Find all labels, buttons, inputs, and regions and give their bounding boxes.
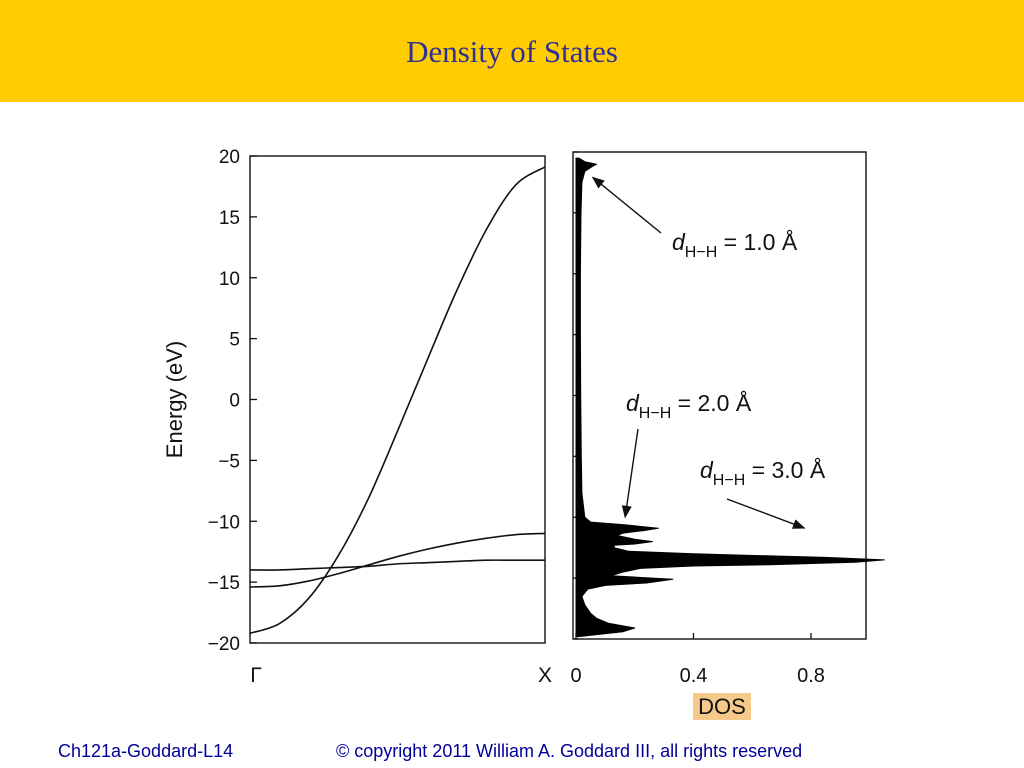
y-tick-label: −15 — [208, 573, 240, 594]
annotation-d: d — [672, 229, 686, 255]
annotation-arrow — [726, 498, 806, 529]
band-line-2 — [249, 532, 546, 588]
annotation-d: d — [626, 390, 640, 416]
annotation-d: d — [700, 457, 714, 483]
band-structure-panel: 20 15 10 5 0 −5 −10 −15 −20 Energy (eV) Γ X — [162, 147, 552, 687]
band-line-3 — [249, 559, 545, 571]
band-line-1 — [249, 166, 546, 635]
dos-x-tick-label: 0.8 — [797, 665, 825, 687]
title-banner — [0, 0, 1024, 102]
y-tick-label: −10 — [208, 512, 240, 533]
dos-x-tick-label: 0.4 — [680, 665, 708, 687]
annotation-value: = 2.0 Å — [671, 389, 752, 416]
y-tick-label: −20 — [208, 634, 240, 655]
annotation-value: = 1.0 Å — [717, 228, 798, 255]
y-tick-label: 15 — [219, 208, 240, 229]
y-tick-label: 0 — [229, 391, 240, 412]
annotation-subscript: H−H — [685, 244, 717, 261]
annotation-value: = 3.0 Å — [745, 456, 826, 483]
annotation-label: dH−H = 2.0 Å — [626, 389, 752, 422]
y-tick-label: 5 — [229, 330, 240, 351]
x-tick-x: X — [538, 664, 552, 687]
x-tick-gamma: Γ — [250, 664, 262, 687]
footer-copyright: © copyright 2011 William A. Goddard III,… — [336, 741, 803, 761]
annotation-label: dH−H = 1.0 Å — [672, 228, 798, 261]
annotation-arrow — [591, 176, 662, 234]
dos-filled-profile — [575, 157, 885, 638]
annotation-subscript: H−H — [713, 472, 745, 489]
y-tick-label: −5 — [218, 451, 240, 472]
y-axis-label: Energy (eV) — [162, 341, 187, 458]
footer-course-label: Ch121a-Goddard-L14 — [58, 741, 234, 761]
dos-label-highlight — [693, 693, 751, 720]
annotation-label: dH−H = 3.0 Å — [700, 456, 826, 489]
annotation-arrow — [621, 428, 639, 519]
y-tick-label: 20 — [219, 147, 240, 168]
y-tick-label: 10 — [219, 269, 240, 290]
slide-title: Density of States — [406, 34, 618, 69]
dos-x-tick-label: 0 — [570, 665, 581, 687]
annotation-subscript: H−H — [639, 405, 671, 422]
dos-axis-label: DOS — [698, 694, 746, 719]
